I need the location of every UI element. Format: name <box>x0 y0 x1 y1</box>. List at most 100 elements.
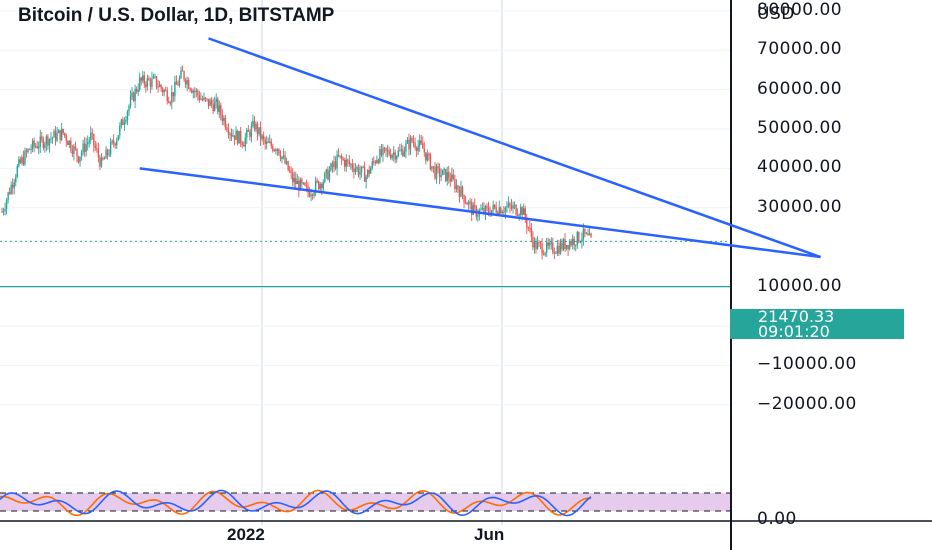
candle-body <box>158 84 161 87</box>
candle-body <box>437 166 439 168</box>
candle-body <box>96 147 98 150</box>
candle-body <box>151 78 153 87</box>
candle-body <box>299 179 302 191</box>
candle-body <box>581 239 583 242</box>
candle-body <box>516 214 519 216</box>
candle-body <box>235 130 237 140</box>
candle-body <box>575 244 577 246</box>
candle-body <box>206 98 208 100</box>
candle-body <box>2 210 5 212</box>
candle-body <box>210 100 213 104</box>
candle-body <box>530 228 533 237</box>
price-tick-label: −20000.00 <box>757 393 857 414</box>
candle-body <box>501 212 504 214</box>
candle-body <box>529 227 531 229</box>
candle-body <box>576 231 578 245</box>
candle-body <box>296 180 298 185</box>
price-tick-label: −10000.00 <box>757 354 857 375</box>
candle-body <box>336 154 338 169</box>
candle-body <box>79 156 81 163</box>
candle-body <box>392 152 395 155</box>
candle-body <box>391 154 393 159</box>
candle-body <box>259 127 262 139</box>
candle-body <box>503 212 505 214</box>
candle-body <box>233 135 236 140</box>
candle-body <box>67 141 69 146</box>
candle-body <box>448 172 450 179</box>
symbol-title[interactable]: Bitcoin / U.S. Dollar, 1D, BITSTAMP <box>18 5 335 26</box>
candle-body <box>187 80 190 89</box>
candle-body <box>474 205 476 207</box>
candle-body <box>70 140 72 151</box>
candle-body <box>532 236 534 248</box>
candle-body <box>477 215 479 217</box>
candle-body <box>376 159 378 164</box>
candle-body <box>217 98 219 112</box>
candle-body <box>215 98 217 103</box>
candle-body <box>469 201 471 203</box>
candle-body <box>498 207 500 215</box>
price-axis-currency[interactable]: USD <box>757 4 795 24</box>
candle-body <box>521 207 523 215</box>
candle-body <box>123 122 126 125</box>
price-tick-label: 50000.00 <box>757 118 843 138</box>
candle-body <box>507 203 510 207</box>
candle-body <box>538 242 540 244</box>
candle-body <box>457 185 459 190</box>
candle-body <box>518 214 520 216</box>
candle-body <box>330 163 332 171</box>
candle-body <box>100 157 103 167</box>
candle-body <box>76 148 78 157</box>
candle-body <box>93 134 95 146</box>
candle-body <box>116 140 118 146</box>
candle-body <box>363 167 366 182</box>
candle-body <box>255 123 257 130</box>
candle-body <box>285 161 288 164</box>
candle-body <box>340 155 343 160</box>
candle-body <box>559 242 562 254</box>
candle-body <box>325 169 328 173</box>
price-tick-label: 60000.00 <box>757 78 843 99</box>
candle-body <box>201 98 204 100</box>
candle-body <box>411 137 413 142</box>
candle-body <box>458 189 461 197</box>
candle-body <box>203 97 205 100</box>
candle-body <box>490 210 493 216</box>
candle-body <box>128 105 130 112</box>
candle-body <box>192 90 194 93</box>
time-axis-label-2022: 2022 <box>227 525 265 544</box>
candle-body <box>431 166 433 170</box>
candle-body <box>454 178 456 190</box>
trendline-lower <box>139 167 821 259</box>
candle-body <box>177 84 179 86</box>
candle-body <box>45 136 48 145</box>
candle-body <box>484 206 487 214</box>
candle-body <box>131 92 133 98</box>
candle-body <box>246 130 248 138</box>
candle-body <box>143 75 145 84</box>
candle-body <box>313 192 315 196</box>
candle-body <box>103 158 106 160</box>
candle-body <box>287 161 289 171</box>
candle-body <box>492 204 494 211</box>
candle-body <box>366 169 369 177</box>
candle-body <box>446 172 448 181</box>
candle-body <box>564 239 566 250</box>
candle-body <box>64 133 66 136</box>
candle-body <box>310 194 312 197</box>
candle-body <box>146 78 149 87</box>
candle-body <box>455 185 458 190</box>
candle-body <box>567 245 569 250</box>
candle-body <box>198 95 201 100</box>
candle-body <box>281 156 283 160</box>
candle-body <box>333 161 335 168</box>
trendline-upper <box>208 37 821 259</box>
candle-body <box>239 130 242 143</box>
candle-body <box>227 130 230 135</box>
candle-body <box>504 207 507 213</box>
candle-body <box>119 125 121 136</box>
candle-body <box>463 194 465 203</box>
candle-body <box>172 92 175 97</box>
